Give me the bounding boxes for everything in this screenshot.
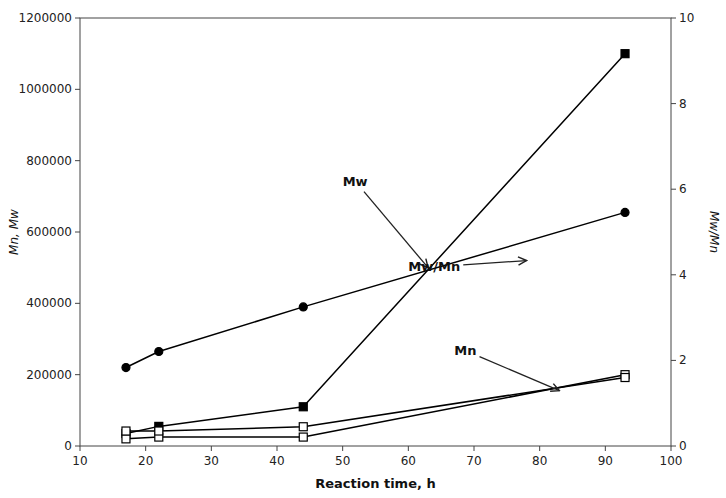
point	[122, 435, 130, 443]
x-axis-label: Reaction time, h	[315, 476, 435, 491]
y-tick	[75, 446, 80, 447]
y2-tick-label: 6	[679, 182, 687, 196]
x-tick	[671, 446, 672, 451]
x-tick-label: 80	[532, 454, 547, 468]
y-axis-label: Mn, Mw	[7, 209, 21, 255]
y-tick-label: 0	[64, 439, 72, 453]
x-tick-label: 60	[401, 454, 416, 468]
y-tick	[75, 374, 80, 375]
y2-tick-label: 10	[679, 11, 694, 25]
y2-tick	[671, 446, 676, 447]
y-tick	[75, 18, 80, 19]
annotation-arrow	[364, 192, 428, 268]
y2-tick-label: 2	[679, 353, 687, 367]
annotation-arrow	[480, 357, 560, 391]
series-line	[126, 375, 625, 439]
x-tick	[605, 446, 606, 451]
point	[122, 364, 130, 372]
x-tick	[408, 446, 409, 451]
series	[122, 371, 629, 443]
point	[299, 403, 307, 411]
point	[621, 208, 629, 216]
x-tick-label: 70	[466, 454, 481, 468]
y2-tick	[671, 103, 676, 104]
annotations: Mw Mw/Mn Mn	[343, 174, 560, 391]
annotation-text: Mw	[343, 174, 368, 189]
x-tick	[539, 446, 540, 451]
x-tick	[277, 446, 278, 451]
point	[621, 50, 629, 58]
series-line	[126, 378, 625, 432]
point	[155, 427, 163, 435]
y-tick	[75, 303, 80, 304]
x-tick-label: 100	[660, 454, 683, 468]
y-tick-label: 1200000	[19, 11, 72, 25]
annotation-arrow	[463, 261, 526, 265]
x-tick	[145, 446, 146, 451]
y2-tick-label: 8	[679, 97, 687, 111]
y-tick-label: 600000	[26, 225, 72, 239]
series	[122, 50, 629, 438]
point	[621, 374, 629, 382]
y-tick-label: 1000000	[19, 82, 72, 96]
y2-axis-label: Mw/Mn	[707, 211, 721, 253]
annotation-text: Mw/Mn	[408, 259, 460, 274]
y-tick	[75, 89, 80, 90]
y2-tick	[671, 18, 676, 19]
x-tick	[80, 446, 81, 451]
x-tick	[342, 446, 343, 451]
point	[122, 427, 130, 435]
y-tick-label: 400000	[26, 296, 72, 310]
x-tick-label: 40	[269, 454, 284, 468]
y-tick	[75, 160, 80, 161]
y-tick	[75, 232, 80, 233]
y2-tick-label: 0	[679, 439, 687, 453]
plot-frame	[80, 18, 671, 446]
y-tick-label: 200000	[26, 368, 72, 382]
y-tick-label: 800000	[26, 154, 72, 168]
x-tick-label: 20	[138, 454, 153, 468]
x-tick-label: 50	[335, 454, 350, 468]
chart: 1020304050607080901000200000400000600000…	[0, 0, 726, 498]
point	[299, 303, 307, 311]
y2-tick	[671, 360, 676, 361]
series	[122, 374, 629, 436]
y2-tick	[671, 189, 676, 190]
series-line	[126, 54, 625, 434]
point	[299, 433, 307, 441]
point	[155, 347, 163, 355]
x-tick-label: 10	[72, 454, 87, 468]
x-tick-label: 90	[598, 454, 613, 468]
y2-tick	[671, 274, 676, 275]
series	[122, 208, 629, 371]
y2-tick-label: 4	[679, 268, 687, 282]
x-tick	[474, 446, 475, 451]
axes: 1020304050607080901000200000400000600000…	[19, 11, 695, 468]
point	[299, 423, 307, 431]
x-tick-label: 30	[204, 454, 219, 468]
data-area	[122, 50, 629, 443]
x-tick	[211, 446, 212, 451]
series-line	[126, 212, 625, 367]
annotation-text: Mn	[454, 343, 476, 358]
